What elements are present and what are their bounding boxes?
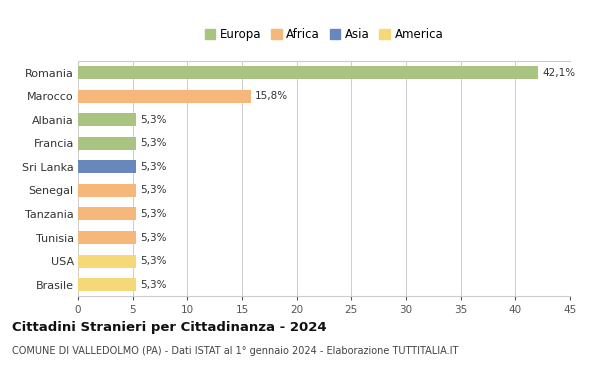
Bar (78, 137, 136, 150)
Bar (78, 278, 136, 291)
Bar (78, 207, 136, 220)
Text: 15,8%: 15,8% (255, 91, 288, 101)
Bar (78, 90, 251, 103)
Bar (78, 184, 136, 197)
Text: 5,3%: 5,3% (140, 115, 167, 125)
Text: 5,3%: 5,3% (140, 233, 167, 242)
Text: Cittadini Stranieri per Cittadinanza - 2024: Cittadini Stranieri per Cittadinanza - 2… (12, 321, 326, 334)
Bar (78, 113, 136, 126)
Bar (78, 160, 136, 173)
Text: 5,3%: 5,3% (140, 138, 167, 148)
Bar (78, 231, 136, 244)
Text: 5,3%: 5,3% (140, 185, 167, 195)
Bar (78, 255, 136, 268)
Text: 5,3%: 5,3% (140, 256, 167, 266)
Legend: Europa, Africa, Asia, America: Europa, Africa, Asia, America (200, 23, 448, 46)
Bar (78, 66, 538, 79)
Text: 42,1%: 42,1% (542, 68, 576, 78)
Text: 5,3%: 5,3% (140, 280, 167, 290)
Text: 5,3%: 5,3% (140, 209, 167, 219)
Text: 5,3%: 5,3% (140, 162, 167, 172)
Text: COMUNE DI VALLEDOLMO (PA) - Dati ISTAT al 1° gennaio 2024 - Elaborazione TUTTITA: COMUNE DI VALLEDOLMO (PA) - Dati ISTAT a… (12, 346, 458, 356)
